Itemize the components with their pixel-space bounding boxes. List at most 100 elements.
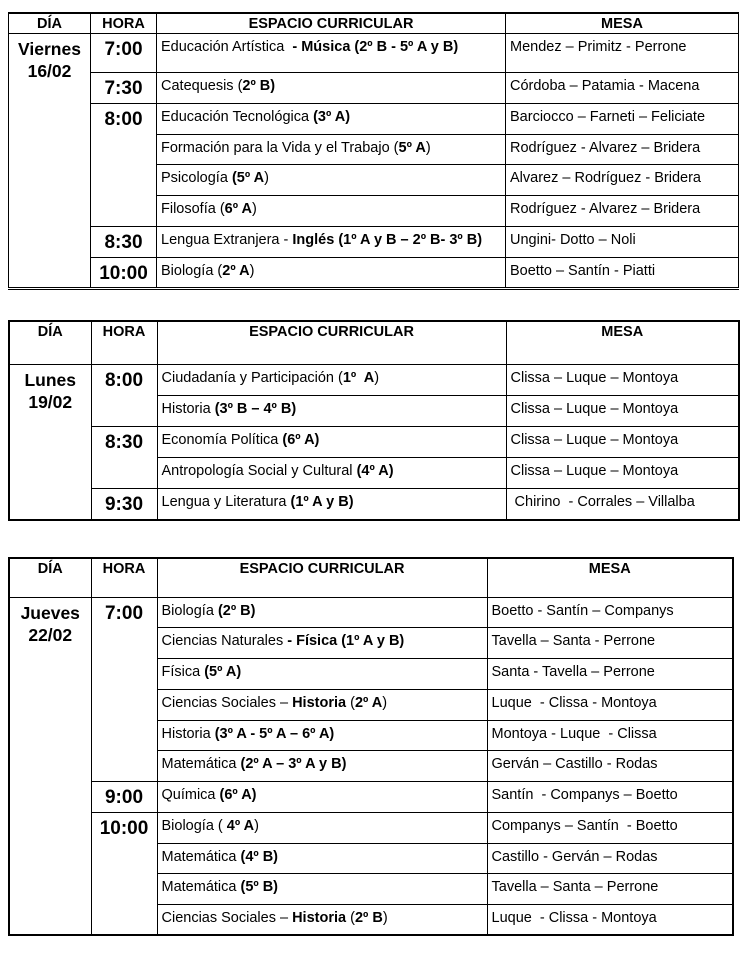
subject-cell: Historia (3º A - 5º A – 6º A) (156, 719, 488, 751)
subject-text: Matemática (161, 848, 241, 865)
mesa-cell: Rodríguez - Alvarez – Bridera (505, 134, 739, 165)
subject-text: Biología (161, 602, 218, 619)
subject-text: (4º B) (240, 848, 279, 865)
subject-text: (3º B – 4º B) (214, 400, 297, 417)
subject-cell: Física (5º A) (156, 657, 488, 690)
subject-text: 1º A (342, 369, 375, 386)
mesa-text: Santa - Tavella – Perrone (491, 663, 655, 680)
mesa-cell: Clissa – Luque – Montoya (505, 425, 740, 458)
mesa-text: Clissa – Luque – Montoya (510, 400, 679, 417)
subject-text: Biología ( (161, 817, 227, 834)
table-row: Matemática (4º B) Castillo - Gerván – Rod… (9, 842, 734, 874)
subject-text: (5º A (231, 170, 265, 186)
subject-text: Antropología Social y Cultural (161, 462, 357, 479)
table-row: Formación para la Vida y el Trabajo (5º … (9, 134, 739, 165)
header-row: DÍA HORA ESPACIO CURRICULAR MESA (8, 557, 734, 598)
subject-text: ( (346, 909, 355, 926)
subject-text: (6º A) (282, 431, 320, 448)
subject-text: (2º B) (217, 602, 256, 619)
table-row: Física (5º A) Santa - Tavella – Perrone (9, 657, 734, 690)
subject-text: Inglés (1º A y B – 2º B- 3º B) (292, 232, 483, 248)
subject-text: Educación Artística (161, 39, 293, 55)
subject-text: ) (425, 140, 431, 156)
subject-text: Biología ( (161, 263, 223, 279)
subject-cell: Biología (2º A) (156, 257, 506, 289)
time-cell: 8:30 (90, 425, 158, 489)
subject-text: Psicología (161, 170, 232, 186)
mesa-cell: Santín - Companys – Boetto (486, 780, 734, 813)
mesa-cell: Clissa – Luque – Montoya (505, 363, 740, 396)
table-row: Matemática (2º A – 3º A y B) Gerván – Cas… (9, 749, 734, 782)
header-mesa: MESA (486, 557, 734, 598)
subject-text: (5º A) (204, 663, 242, 680)
mesa-text: Montoya - Luque - Clissa (491, 725, 657, 742)
subject-text: - Música (2º B - 5º A y B) (292, 39, 459, 55)
subject-text: Química (161, 786, 220, 803)
subject-text: Historia (292, 694, 347, 711)
subject-text: ) (249, 263, 255, 279)
subject-cell: Formación para la Vida y el Trabajo (5º … (156, 134, 506, 165)
mesa-cell: Córdoba – Patamia - Macena (505, 72, 739, 104)
mesa-text: Mendez – Primitz - Perrone (510, 39, 687, 55)
subject-cell: Matemática (4º B) (156, 842, 488, 874)
subject-cell: Catequesis (2º B) (156, 72, 506, 104)
table-row: Ciencias Naturales - Física (1º A y B) Ta… (9, 626, 734, 659)
subject-text: 6º A (224, 201, 252, 217)
mesa-cell: Boetto – Santín - Piatti (505, 257, 739, 289)
table-row: 8:30 Economía Política (6º A) Clissa – Luq… (9, 425, 740, 489)
table-row: Historia (3º B – 4º B) Clissa – Luque – M… (9, 394, 740, 427)
table-row: Lunes 19/02 8:00 Ciudadanía y Participación… (8, 363, 740, 521)
mesa-text: Clissa – Luque – Montoya (510, 431, 679, 448)
time-cell: 7:00 (90, 33, 157, 73)
subject-text: (5º B) (240, 878, 279, 895)
header-row: DÍA HORA ESPACIO CURRICULAR MESA (8, 320, 740, 365)
subject-cell: Biología ( 4º A) (156, 811, 488, 844)
mesa-cell: Luque - Clissa - Montoya (486, 903, 734, 936)
mesa-cell: Gerván – Castillo - Rodas (486, 749, 734, 782)
table-row: Jueves 22/02 7:00 Biología (2º B) Boetto - S… (8, 596, 734, 936)
table-row: 8:30 Lengua Extranjera - Inglés (1º A y B… (9, 226, 739, 258)
subject-text: Lengua y Literatura (161, 493, 291, 510)
header-dia: DÍA (8, 557, 92, 598)
subject-text: ) (382, 909, 388, 926)
header-hora: HORA (90, 12, 157, 34)
subject-text: 2º A (354, 694, 383, 711)
table-row: 9:30 Lengua y Literatura (1º A y B) Chiri… (9, 487, 740, 521)
mesa-text: Barciocco – Farneti – Feliciate (510, 109, 706, 125)
time-cell: 8:00 (90, 363, 158, 427)
subject-text: 4º A (226, 817, 255, 834)
subject-cell: Educación Tecnológica (3º A) (156, 103, 506, 135)
mesa-text: Tavella – Santa – Perrone (491, 878, 659, 895)
subject-cell: Filosofía (6º A) (156, 195, 506, 227)
time-cell: 8:00 (90, 103, 157, 227)
subject-cell: Lengua Extranjera - Inglés (1º A y B – 2… (156, 226, 506, 258)
subject-cell: Lengua y Literatura (1º A y B) (156, 487, 507, 521)
mesa-cell: Santa - Tavella – Perrone (486, 657, 734, 690)
header-espacio: ESPACIO CURRICULAR (156, 557, 488, 598)
subject-text: Ciudadanía y Participación ( (161, 369, 343, 386)
schedule-table-jueves: DÍA HORA ESPACIO CURRICULAR MESA Jueves 22/02… (8, 557, 734, 936)
mesa-cell: Castillo - Gerván – Rodas (486, 842, 734, 874)
subject-text: ) (264, 170, 269, 186)
time-cell: 7:30 (90, 72, 157, 104)
subject-cell: Psicología (5º A) (156, 164, 506, 196)
mesa-cell: Luque - Clissa - Montoya (486, 688, 734, 721)
time-cell: 10:00 (90, 257, 157, 289)
subject-cell: Ciudadanía y Participación (1º A) (156, 363, 507, 396)
subject-text: ) (254, 817, 259, 834)
subject-text: (3º A - 5º A – 6º A) (214, 725, 335, 742)
mesa-text: Rodríguez - Alvarez – Bridera (510, 201, 701, 217)
subject-text: ( (346, 694, 355, 711)
subject-cell: Ciencias Sociales – Historia (2º A) (156, 688, 488, 721)
mesa-text: Clissa – Luque – Montoya (510, 462, 679, 479)
mesa-text: Companys – Santín - Boetto (491, 817, 678, 834)
table-row: Ciencias Sociales – Historia (2º B) Luque… (9, 903, 734, 936)
mesa-text: Santín - Companys – Boetto (491, 786, 678, 803)
table-row: 9:00 Química (6º A) Santín - Companys – Bo… (9, 780, 734, 813)
subject-text: 2º A (222, 263, 250, 279)
mesa-text: Luque - Clissa - Montoya (491, 694, 657, 711)
subject-text: 5º A (398, 140, 426, 156)
header-espacio: ESPACIO CURRICULAR (156, 320, 507, 365)
subject-text: (1º A y B) (290, 493, 354, 510)
subject-text: Lengua Extranjera - (161, 232, 293, 248)
